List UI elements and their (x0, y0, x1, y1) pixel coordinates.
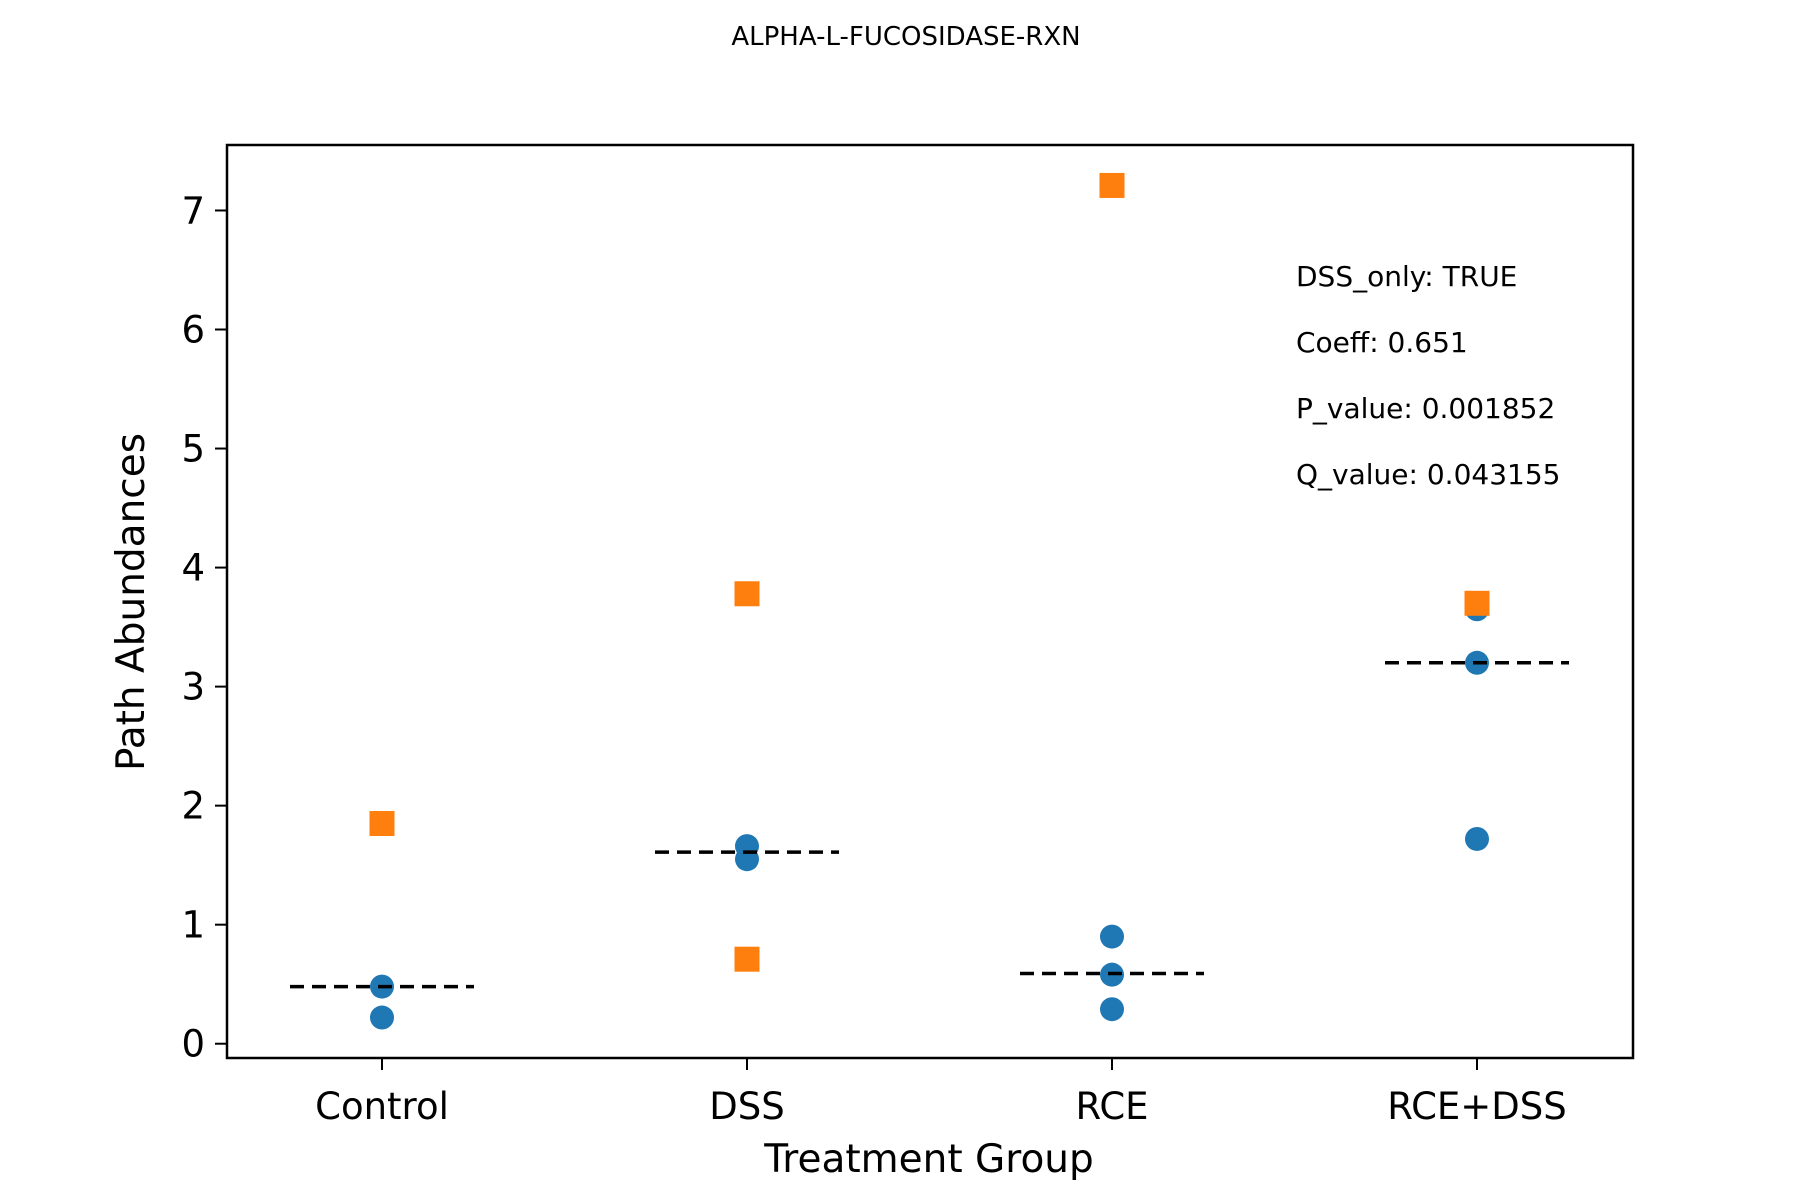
plot-area: 0 1 2 3 4 5 6 7 Control DSS RCE RCE+DSS (181, 143, 1635, 1128)
y-tick-label: 0 (181, 1023, 205, 1066)
plot-frame (225, 143, 1635, 1060)
data-point-square (1099, 172, 1125, 198)
data-point-circle (1465, 826, 1489, 851)
y-tick-label: 6 (181, 309, 205, 352)
stats-annotation: P_value: 0.001852 (1296, 392, 1555, 425)
y-tick-label: 7 (181, 189, 205, 232)
stats-annotation: DSS_only: TRUE (1296, 260, 1517, 293)
data-point-square (734, 946, 760, 972)
stats-annotation: Coeff: 0.651 (1296, 326, 1468, 359)
chart-title: ALPHA-L-FUCOSIDASE-RXN (731, 22, 1080, 52)
x-tick-label: RCE (1075, 1085, 1148, 1128)
y-tick-label: 2 (181, 785, 205, 828)
x-axis-label: Treatment Group (763, 1137, 1094, 1182)
data-point-square (734, 581, 760, 607)
data-marks (369, 172, 1490, 1030)
y-tick-label: 4 (181, 547, 205, 590)
y-tick-label: 1 (181, 904, 205, 947)
data-point-square (369, 811, 395, 837)
data-point-circle (1100, 997, 1124, 1022)
data-point-square (1464, 590, 1490, 616)
stats-annotation: Q_value: 0.043155 (1296, 458, 1560, 491)
stats-annotations: DSS_only: TRUE Coeff: 0.651 P_value: 0.001… (1296, 260, 1560, 491)
y-tick-label: 5 (181, 428, 205, 471)
median-lines (290, 661, 1569, 989)
y-tick-label: 3 (181, 666, 205, 709)
x-tick-label: Control (315, 1085, 449, 1128)
y-axis-label: Path Abundances (109, 433, 154, 771)
x-tick-label: RCE+DSS (1387, 1085, 1567, 1128)
data-point-circle (370, 1005, 394, 1030)
data-point-circle (1100, 924, 1124, 949)
x-tick-label: DSS (709, 1085, 784, 1128)
